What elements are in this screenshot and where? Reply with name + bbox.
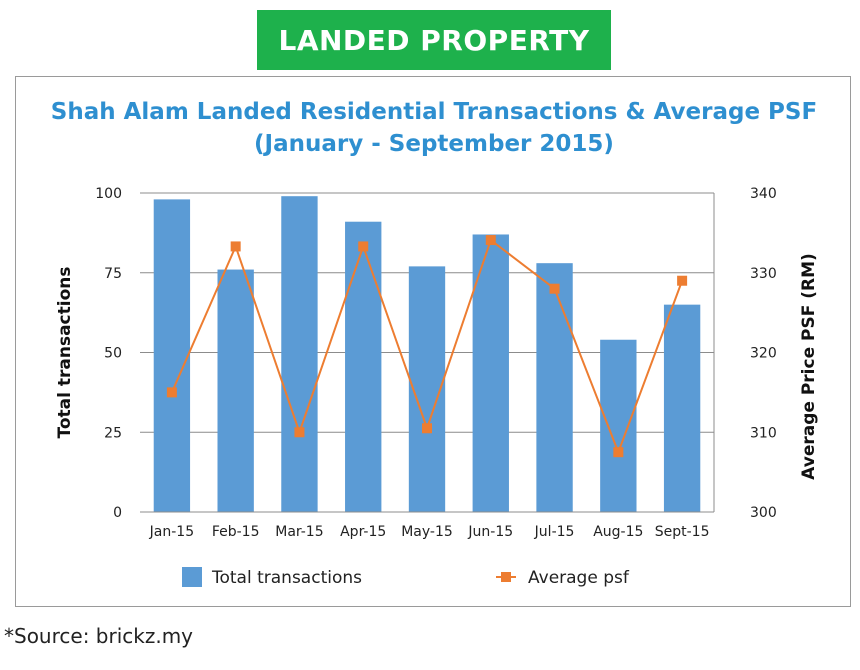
y-right-tick-label: 330 <box>750 266 777 282</box>
y-axis-label: Total transactions <box>55 267 75 439</box>
chart-title: Shah Alam Landed Residential Transaction… <box>50 99 818 125</box>
psf-marker <box>358 241 369 252</box>
x-tick-label: Mar-15 <box>275 524 323 540</box>
bar <box>600 339 637 512</box>
y-tick-label: 75 <box>104 266 122 282</box>
y-right-tick-label: 310 <box>750 425 777 441</box>
y-tick-label: 50 <box>104 346 122 362</box>
y-right-axis-label: Average Price PSF (RM) <box>799 253 819 480</box>
legend-swatch-psf <box>501 572 511 582</box>
x-tick-label: Apr-15 <box>340 524 386 540</box>
psf-marker <box>485 235 496 246</box>
bar <box>408 266 446 512</box>
x-tick-label: Sept-15 <box>655 524 710 540</box>
psf-marker <box>230 241 241 252</box>
chart-frame: Shah Alam Landed Residential Transaction… <box>15 76 851 607</box>
combo-chart: 0 25 50 75 100 300 310 320 330 340 Total transacti… <box>55 186 819 588</box>
y-tick-label: 0 <box>113 505 122 521</box>
x-tick-label: Feb-15 <box>212 524 260 540</box>
bar <box>345 221 382 512</box>
y-tick-label: 25 <box>104 425 122 441</box>
x-tick-label: Jan-15 <box>149 524 194 540</box>
bar <box>217 269 254 512</box>
y-tick-label: 100 <box>95 186 122 202</box>
bar <box>153 199 191 512</box>
legend-label-psf: Average psf <box>528 568 630 588</box>
x-tick-label: Jul-15 <box>534 524 575 540</box>
psf-marker <box>166 387 177 398</box>
source-note: *Source: brickz.my <box>4 624 194 648</box>
bar <box>281 196 318 512</box>
bar <box>472 234 509 512</box>
bar <box>536 263 573 512</box>
y-right-tick-label: 340 <box>750 186 777 202</box>
x-tick-label: Aug-15 <box>593 524 643 540</box>
bar <box>663 304 701 512</box>
landed-property-banner: LANDED PROPERTY <box>257 10 611 70</box>
legend-label-transactions: Total transactions <box>211 568 362 588</box>
x-tick-label: May-15 <box>401 524 453 540</box>
chart-subtitle: (January - September 2015) <box>254 131 614 157</box>
psf-marker <box>613 447 624 458</box>
legend-swatch-transactions <box>182 567 202 587</box>
x-tick-label: Jun-15 <box>467 524 513 540</box>
psf-marker <box>549 283 560 294</box>
psf-marker <box>294 427 305 438</box>
y-right-tick-label: 320 <box>750 346 777 362</box>
psf-marker <box>677 275 688 286</box>
psf-marker <box>422 423 432 434</box>
y-right-tick-label: 300 <box>750 505 777 521</box>
